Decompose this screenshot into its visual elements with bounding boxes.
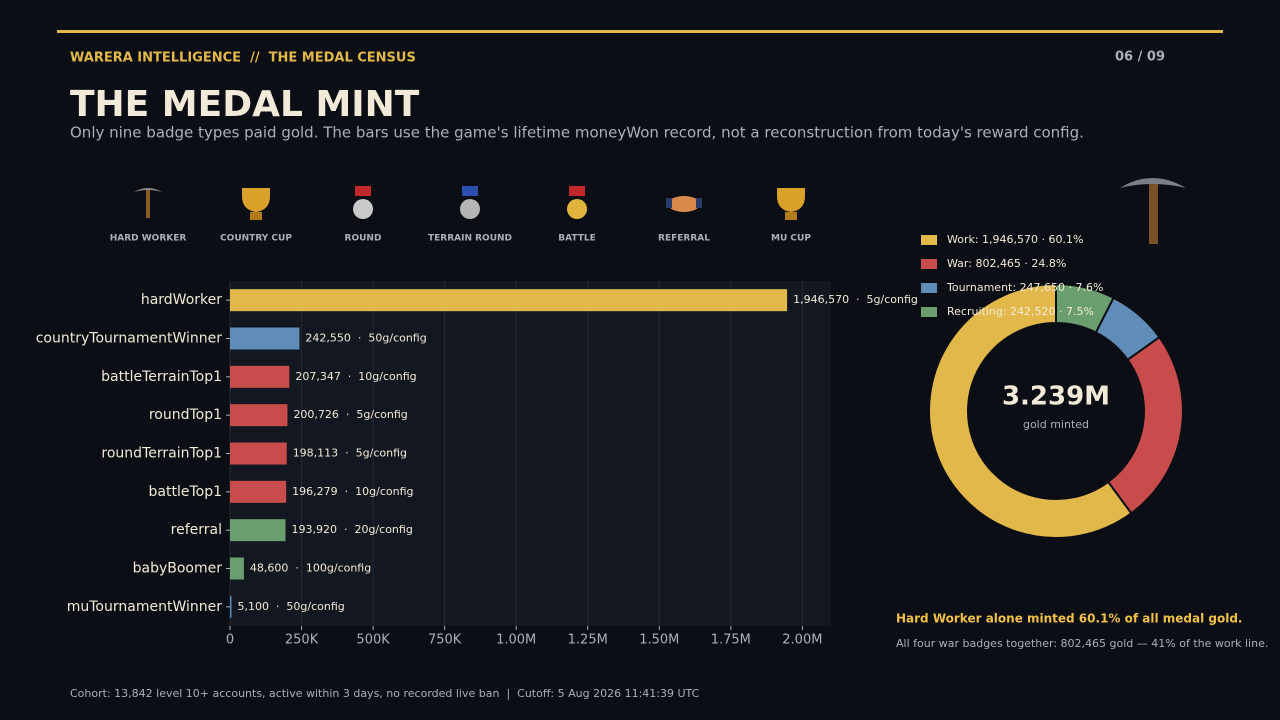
legend-swatch (921, 235, 937, 245)
x-tick-label: 500K (356, 633, 390, 648)
bar (230, 442, 287, 465)
value-label: 198,113 · 5g/config (293, 447, 407, 460)
x-tick-label: 2.00M (782, 633, 822, 648)
category-label: roundTop1 (149, 407, 222, 423)
bar (230, 480, 287, 503)
x-tick-label: 1.75M (711, 633, 751, 648)
value-label: 242,550 · 50g/config (305, 332, 426, 345)
x-tick-label: 0 (226, 633, 234, 648)
bar (230, 557, 244, 580)
value-label: 48,600 · 100g/config (250, 562, 371, 575)
callout-title: Hard Worker alone minted 60.1% of all me… (896, 612, 1242, 626)
icon-label: MU CUP (771, 234, 811, 244)
value-label: 5,100 · 50g/config (237, 600, 344, 613)
footer: Cohort: 13,842 level 10+ accounts, activ… (70, 687, 700, 700)
icons (134, 178, 1186, 244)
legend-label: Tournament: 247,650 · 7.6% (946, 281, 1104, 294)
bar (230, 595, 232, 618)
legend-label: War: 802,465 · 24.8% (947, 257, 1066, 270)
center-label: gold minted (1023, 418, 1089, 431)
category-label: referral (171, 522, 222, 538)
icon-label: ROUND (345, 234, 382, 244)
bar (230, 289, 788, 312)
legend-swatch (921, 259, 937, 269)
category-label: hardWorker (141, 292, 222, 308)
top-rule (57, 30, 1223, 33)
legend-swatch (921, 283, 937, 293)
value-label: 196,279 · 10g/config (292, 485, 413, 498)
category-label: countryTournamentWinner (36, 331, 223, 347)
legend-label: Work: 1,946,570 · 60.1% (947, 233, 1083, 246)
cup-icon (242, 188, 270, 220)
category-label: muTournamentWinner (67, 599, 222, 615)
category-label: babyBoomer (133, 561, 223, 577)
terrain-medal-icon (460, 186, 480, 219)
legend-swatch (921, 307, 937, 317)
icon-label: HARD WORKER (110, 234, 187, 244)
value-label: 200,726 · 5g/config (293, 408, 407, 421)
callout-text: All four war badges together: 802,465 go… (896, 637, 1268, 650)
x-tick-label: 250K (285, 633, 319, 648)
x-tick-label: 1.25M (568, 633, 608, 648)
title: THE MEDAL MINT (70, 84, 420, 125)
bar (230, 365, 290, 388)
round-medal-icon (353, 186, 373, 219)
value-label: 193,920 · 20g/config (291, 523, 412, 536)
x-tick-label: 1.00M (496, 633, 536, 648)
kicker: WARERA INTELLIGENCE // THE MEDAL CENSUS (70, 51, 416, 66)
icon-label: REFERRAL (658, 234, 710, 244)
icon-label: COUNTRY CUP (220, 234, 292, 244)
legend-label: Recruiting: 242,520 · 7.5% (947, 305, 1094, 318)
category-label: roundTerrainTop1 (101, 446, 222, 462)
value-label: 207,347 · 10g/config (295, 370, 416, 383)
battle-medal-icon (567, 186, 587, 219)
category-label: battleTop1 (149, 484, 222, 500)
center-value: 3.239M (1002, 382, 1110, 412)
x-tick-label: 1.50M (639, 633, 679, 648)
icon-label: BATTLE (558, 234, 596, 244)
big-pickaxe (1120, 178, 1186, 244)
bar (230, 327, 300, 350)
x-tick-label: 750K (428, 633, 462, 648)
donut-segment (928, 282, 1133, 539)
bar (230, 519, 286, 542)
page-number: 06 / 09 (1115, 50, 1165, 65)
handshake-icon (666, 196, 702, 212)
subtitle: Only nine badge types paid gold. The bar… (70, 124, 1084, 142)
pickaxe-icon (134, 188, 162, 218)
bar (230, 404, 288, 427)
icon-label: TERRAIN ROUND (428, 234, 512, 244)
category-label: battleTerrainTop1 (101, 369, 222, 385)
mu-cup-icon (777, 188, 805, 220)
value-label: 1,946,570 · 5g/config (793, 293, 918, 306)
